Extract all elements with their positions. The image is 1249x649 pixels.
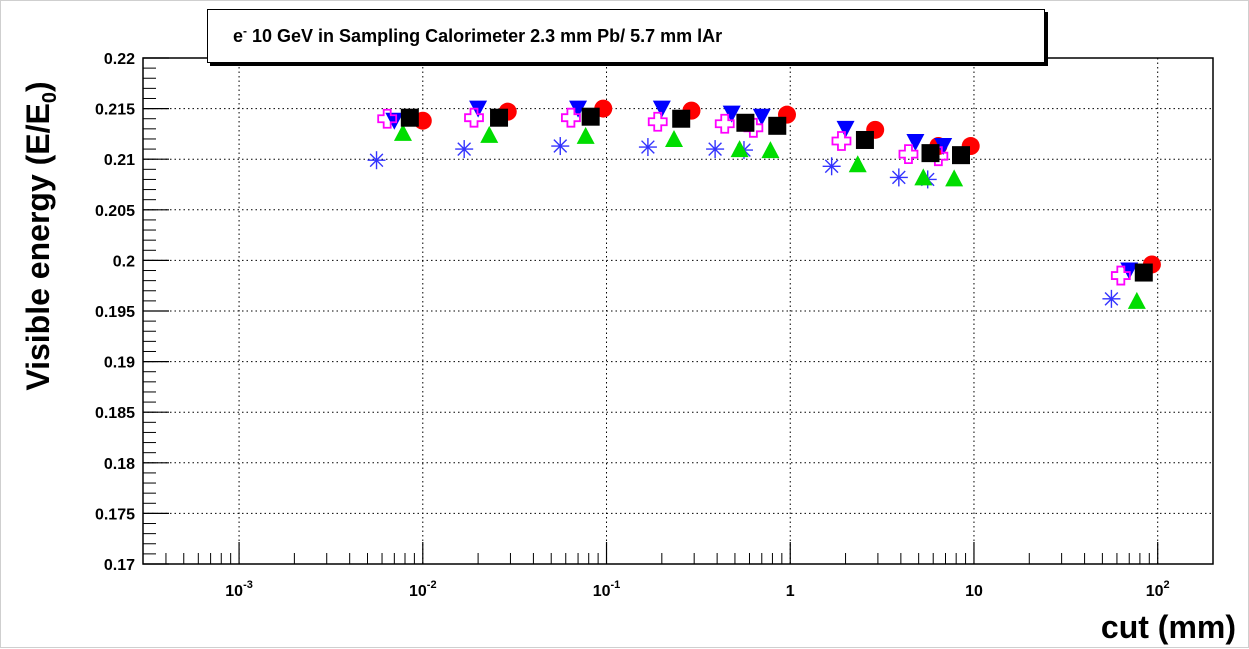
- marker-triangle-down: [385, 112, 404, 130]
- marker-open-cross: [377, 108, 398, 129]
- marker-triangle-down: [722, 105, 741, 123]
- y-tick-label: 0.205: [95, 203, 135, 220]
- marker-square: [581, 107, 600, 126]
- marker-square: [768, 116, 787, 135]
- marker-asterisk: [551, 137, 570, 156]
- marker-open-cross: [561, 107, 581, 128]
- x-tick-label: 10-1: [593, 579, 621, 600]
- chart-title: e- 10 GeV in Sampling Calorimeter 2.3 mm…: [233, 24, 723, 46]
- marker-square: [952, 146, 971, 165]
- y-tick-label: 0.17: [104, 557, 135, 574]
- asterisk-stroke: [369, 153, 384, 168]
- marker-asterisk: [706, 140, 725, 159]
- marker-square: [855, 130, 874, 149]
- marker-triangle-up: [761, 141, 780, 159]
- y-tick-label: 0.175: [95, 506, 135, 523]
- marker-triangle-up: [665, 129, 684, 147]
- asterisk-stroke: [457, 142, 472, 156]
- x-tick-label: 10: [965, 583, 983, 600]
- marker-square: [672, 109, 691, 128]
- x-axis-label: cut (mm): [1100, 609, 1236, 645]
- marker-triangle-down: [569, 100, 588, 118]
- asterisk-stroke: [824, 159, 839, 174]
- marker-asterisk: [455, 140, 474, 159]
- marker-triangle-down: [836, 120, 855, 138]
- x-tick-label: 10-2: [409, 579, 437, 600]
- x-tick-label: 1: [786, 583, 795, 600]
- marker-triangle-up: [480, 125, 499, 143]
- marker-square: [736, 113, 755, 132]
- marker-square: [490, 108, 509, 127]
- marker-triangle-up: [730, 140, 749, 158]
- marker-triangle-down: [652, 100, 671, 118]
- marker-open-cross: [464, 107, 484, 128]
- y-tick-label: 0.195: [95, 304, 135, 321]
- y-tick-label: 0.21: [104, 152, 135, 169]
- marker-asterisk: [822, 157, 841, 176]
- marker-square: [1134, 263, 1153, 282]
- marker-triangle-up: [848, 155, 867, 173]
- marker-asterisk: [638, 138, 657, 157]
- marker-open-cross: [1110, 265, 1131, 286]
- marker-triangle-down: [906, 133, 925, 151]
- y-tick-label: 0.185: [95, 405, 135, 422]
- y-tick-label: 0.19: [104, 355, 135, 372]
- marker-asterisk: [1102, 289, 1121, 308]
- asterisk-stroke: [708, 142, 722, 156]
- marker-asterisk: [367, 151, 386, 170]
- marker-square: [921, 144, 940, 163]
- x-tick-label: 102: [1146, 579, 1170, 600]
- marker-triangle-up: [576, 126, 595, 144]
- marker-layer: [367, 99, 1161, 309]
- y-tick-label: 0.2: [113, 253, 135, 270]
- marker-open-cross: [647, 111, 668, 132]
- marker-triangle-down: [752, 108, 771, 126]
- marker-triangle-down: [934, 138, 953, 156]
- y-tick-label: 0.18: [104, 456, 135, 473]
- marker-triangle-up: [914, 168, 933, 186]
- marker-open-cross: [831, 131, 852, 151]
- marker-asterisk: [889, 168, 908, 187]
- y-tick-label: 0.215: [95, 102, 135, 119]
- asterisk-stroke: [1104, 291, 1119, 306]
- grid-layer: [143, 58, 1213, 564]
- asterisk-stroke: [553, 139, 568, 153]
- x-tick-label: 10-3: [225, 579, 253, 600]
- y-tick-label: 0.22: [104, 51, 135, 68]
- asterisk-stroke: [641, 140, 655, 154]
- marker-triangle-up: [945, 169, 964, 187]
- marker-triangle-up: [393, 123, 412, 141]
- asterisk-stroke: [891, 170, 906, 185]
- marker-triangle-up: [1127, 291, 1146, 309]
- chart-title-box: e- 10 GeV in Sampling Calorimeter 2.3 mm…: [207, 9, 1045, 63]
- marker-open-cross: [898, 144, 919, 165]
- marker-square: [400, 108, 419, 127]
- axis-layer: 0.17 0.175 0.18 0.185 0.19 0.195 0.2 0.205 0.21 0…: [95, 51, 1214, 600]
- marker-open-cross: [714, 113, 735, 134]
